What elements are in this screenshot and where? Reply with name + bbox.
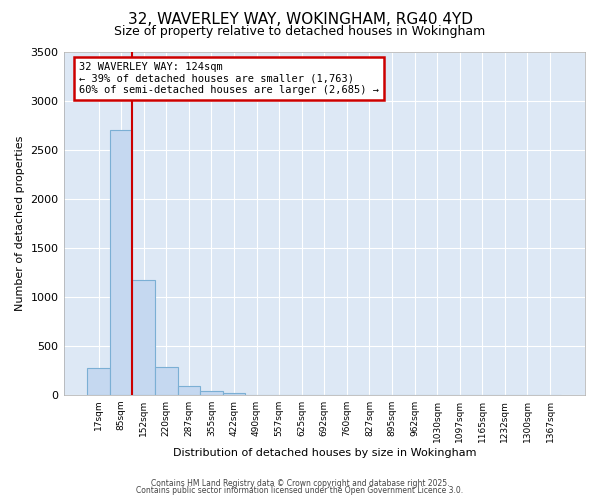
Text: Size of property relative to detached houses in Wokingham: Size of property relative to detached ho… (115, 25, 485, 38)
Bar (178, 386, 200, 395)
Bar (223, 393, 245, 395)
Bar (200, 391, 223, 395)
Bar (133, 280, 155, 395)
Y-axis label: Number of detached properties: Number of detached properties (15, 136, 25, 311)
Text: Contains HM Land Registry data © Crown copyright and database right 2025.: Contains HM Land Registry data © Crown c… (151, 478, 449, 488)
Text: 32, WAVERLEY WAY, WOKINGHAM, RG40 4YD: 32, WAVERLEY WAY, WOKINGHAM, RG40 4YD (128, 12, 473, 28)
Bar (110, 130, 133, 395)
X-axis label: Distribution of detached houses by size in Wokingham: Distribution of detached houses by size … (173, 448, 476, 458)
Bar (87, 368, 110, 395)
Bar (155, 368, 178, 395)
Text: Contains public sector information licensed under the Open Government Licence 3.: Contains public sector information licen… (136, 486, 464, 495)
Text: 32 WAVERLEY WAY: 124sqm
← 39% of detached houses are smaller (1,763)
60% of semi: 32 WAVERLEY WAY: 124sqm ← 39% of detache… (79, 62, 379, 95)
